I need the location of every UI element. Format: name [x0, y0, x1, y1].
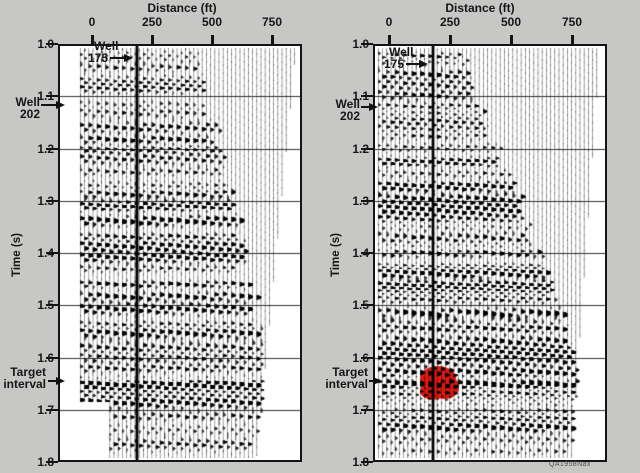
- distance-tick-mark: [570, 35, 574, 44]
- well-202-arrow-icon-left: [41, 101, 65, 109]
- distance-tick-label: 500: [500, 15, 522, 29]
- time-tick-mark: [361, 147, 373, 150]
- time-tick-mark: [361, 252, 373, 254]
- time-tick-mark: [46, 461, 58, 463]
- time-tick-mark: [361, 356, 373, 359]
- seismic-section-left: [58, 44, 302, 462]
- distance-axis-title-right: Distance (ft): [445, 1, 515, 15]
- target-interval-arrow-icon-right: [369, 377, 382, 385]
- distance-tick-mark: [387, 35, 391, 44]
- time-tick-mark: [46, 408, 58, 411]
- time-tick-label: 1.5: [20, 297, 54, 313]
- time-tick-mark: [361, 199, 373, 202]
- well-175-line1: Well: [94, 39, 119, 53]
- time-tick-label: 1.5: [335, 297, 369, 313]
- distance-tick-label: 250: [141, 15, 163, 29]
- time-tick-label: 1.3: [20, 193, 54, 209]
- time-tick-mark: [361, 43, 373, 45]
- distance-tick-label: 0: [88, 15, 96, 29]
- time-tick-label: 1.4: [335, 245, 369, 261]
- time-tick-mark: [361, 304, 373, 307]
- time-tick-mark: [361, 95, 373, 98]
- time-tick-label: 1.1: [335, 88, 369, 104]
- distance-axis-title-left: Distance (ft): [147, 1, 217, 15]
- time-tick-label: 1.4: [20, 245, 54, 261]
- well-175-arrow-icon: [406, 59, 429, 68]
- time-tick-mark: [361, 408, 373, 411]
- time-tick-mark: [46, 304, 58, 307]
- distance-tick-mark: [150, 35, 154, 44]
- time-tick-mark: [46, 43, 58, 45]
- seismic-section-right: [373, 44, 607, 462]
- distance-tick-mark: [90, 35, 94, 44]
- seismic-traces-canvas-left: [60, 46, 300, 460]
- time-tick-mark: [46, 356, 58, 359]
- target-interval-arrow-icon-left: [48, 377, 65, 385]
- time-tick-label: 1.3: [335, 193, 369, 209]
- distance-tick-mark: [448, 35, 452, 44]
- time-tick-mark: [46, 252, 58, 254]
- time-tick-label: 1.7: [335, 402, 369, 418]
- well-175-label-right: Well 175: [384, 45, 429, 70]
- time-tick-label: 1.8: [335, 454, 369, 470]
- distance-tick-mark: [509, 35, 513, 44]
- distance-tick-mark: [270, 35, 274, 44]
- time-tick-mark: [46, 199, 58, 202]
- time-tick-label: 1.8: [20, 454, 54, 470]
- figure-id-watermark: QA1958Nax: [549, 461, 591, 468]
- target-interval-label-right: Target interval: [325, 365, 368, 391]
- time-tick-label: 1.2: [20, 141, 54, 157]
- distance-tick-label: 250: [439, 15, 461, 29]
- time-tick-label: 1.2: [335, 141, 369, 157]
- well-175-label-left: Well 175: [88, 39, 134, 64]
- distance-tick-label: 750: [261, 15, 283, 29]
- well-175-arrow-icon: [110, 53, 134, 62]
- well-175-line1: Well: [389, 45, 414, 59]
- distance-tick-label: 750: [561, 15, 583, 29]
- well-202-arrow-icon-right: [361, 103, 378, 111]
- well-175-line2: 175: [384, 58, 429, 70]
- distance-tick-mark: [210, 35, 214, 44]
- time-tick-mark: [361, 461, 373, 463]
- time-tick-label: 1.6: [20, 350, 54, 366]
- distance-tick-label: 0: [385, 15, 393, 29]
- well-202-label-right: Well 202: [335, 97, 360, 123]
- time-tick-mark: [46, 95, 58, 98]
- time-tick-label: 1.7: [20, 402, 54, 418]
- well-202-label-left: Well 202: [15, 95, 40, 121]
- time-tick-label: 1.1: [20, 88, 54, 104]
- well-175-line2: 175: [88, 52, 134, 64]
- target-interval-label-left: Target interval: [3, 365, 46, 391]
- time-tick-label: 1.0: [20, 36, 54, 52]
- distance-tick-label: 500: [201, 15, 223, 29]
- time-tick-label: 1.6: [335, 350, 369, 366]
- seismic-traces-canvas-right: [375, 46, 605, 460]
- time-tick-mark: [46, 147, 58, 150]
- time-tick-label: 1.0: [335, 36, 369, 52]
